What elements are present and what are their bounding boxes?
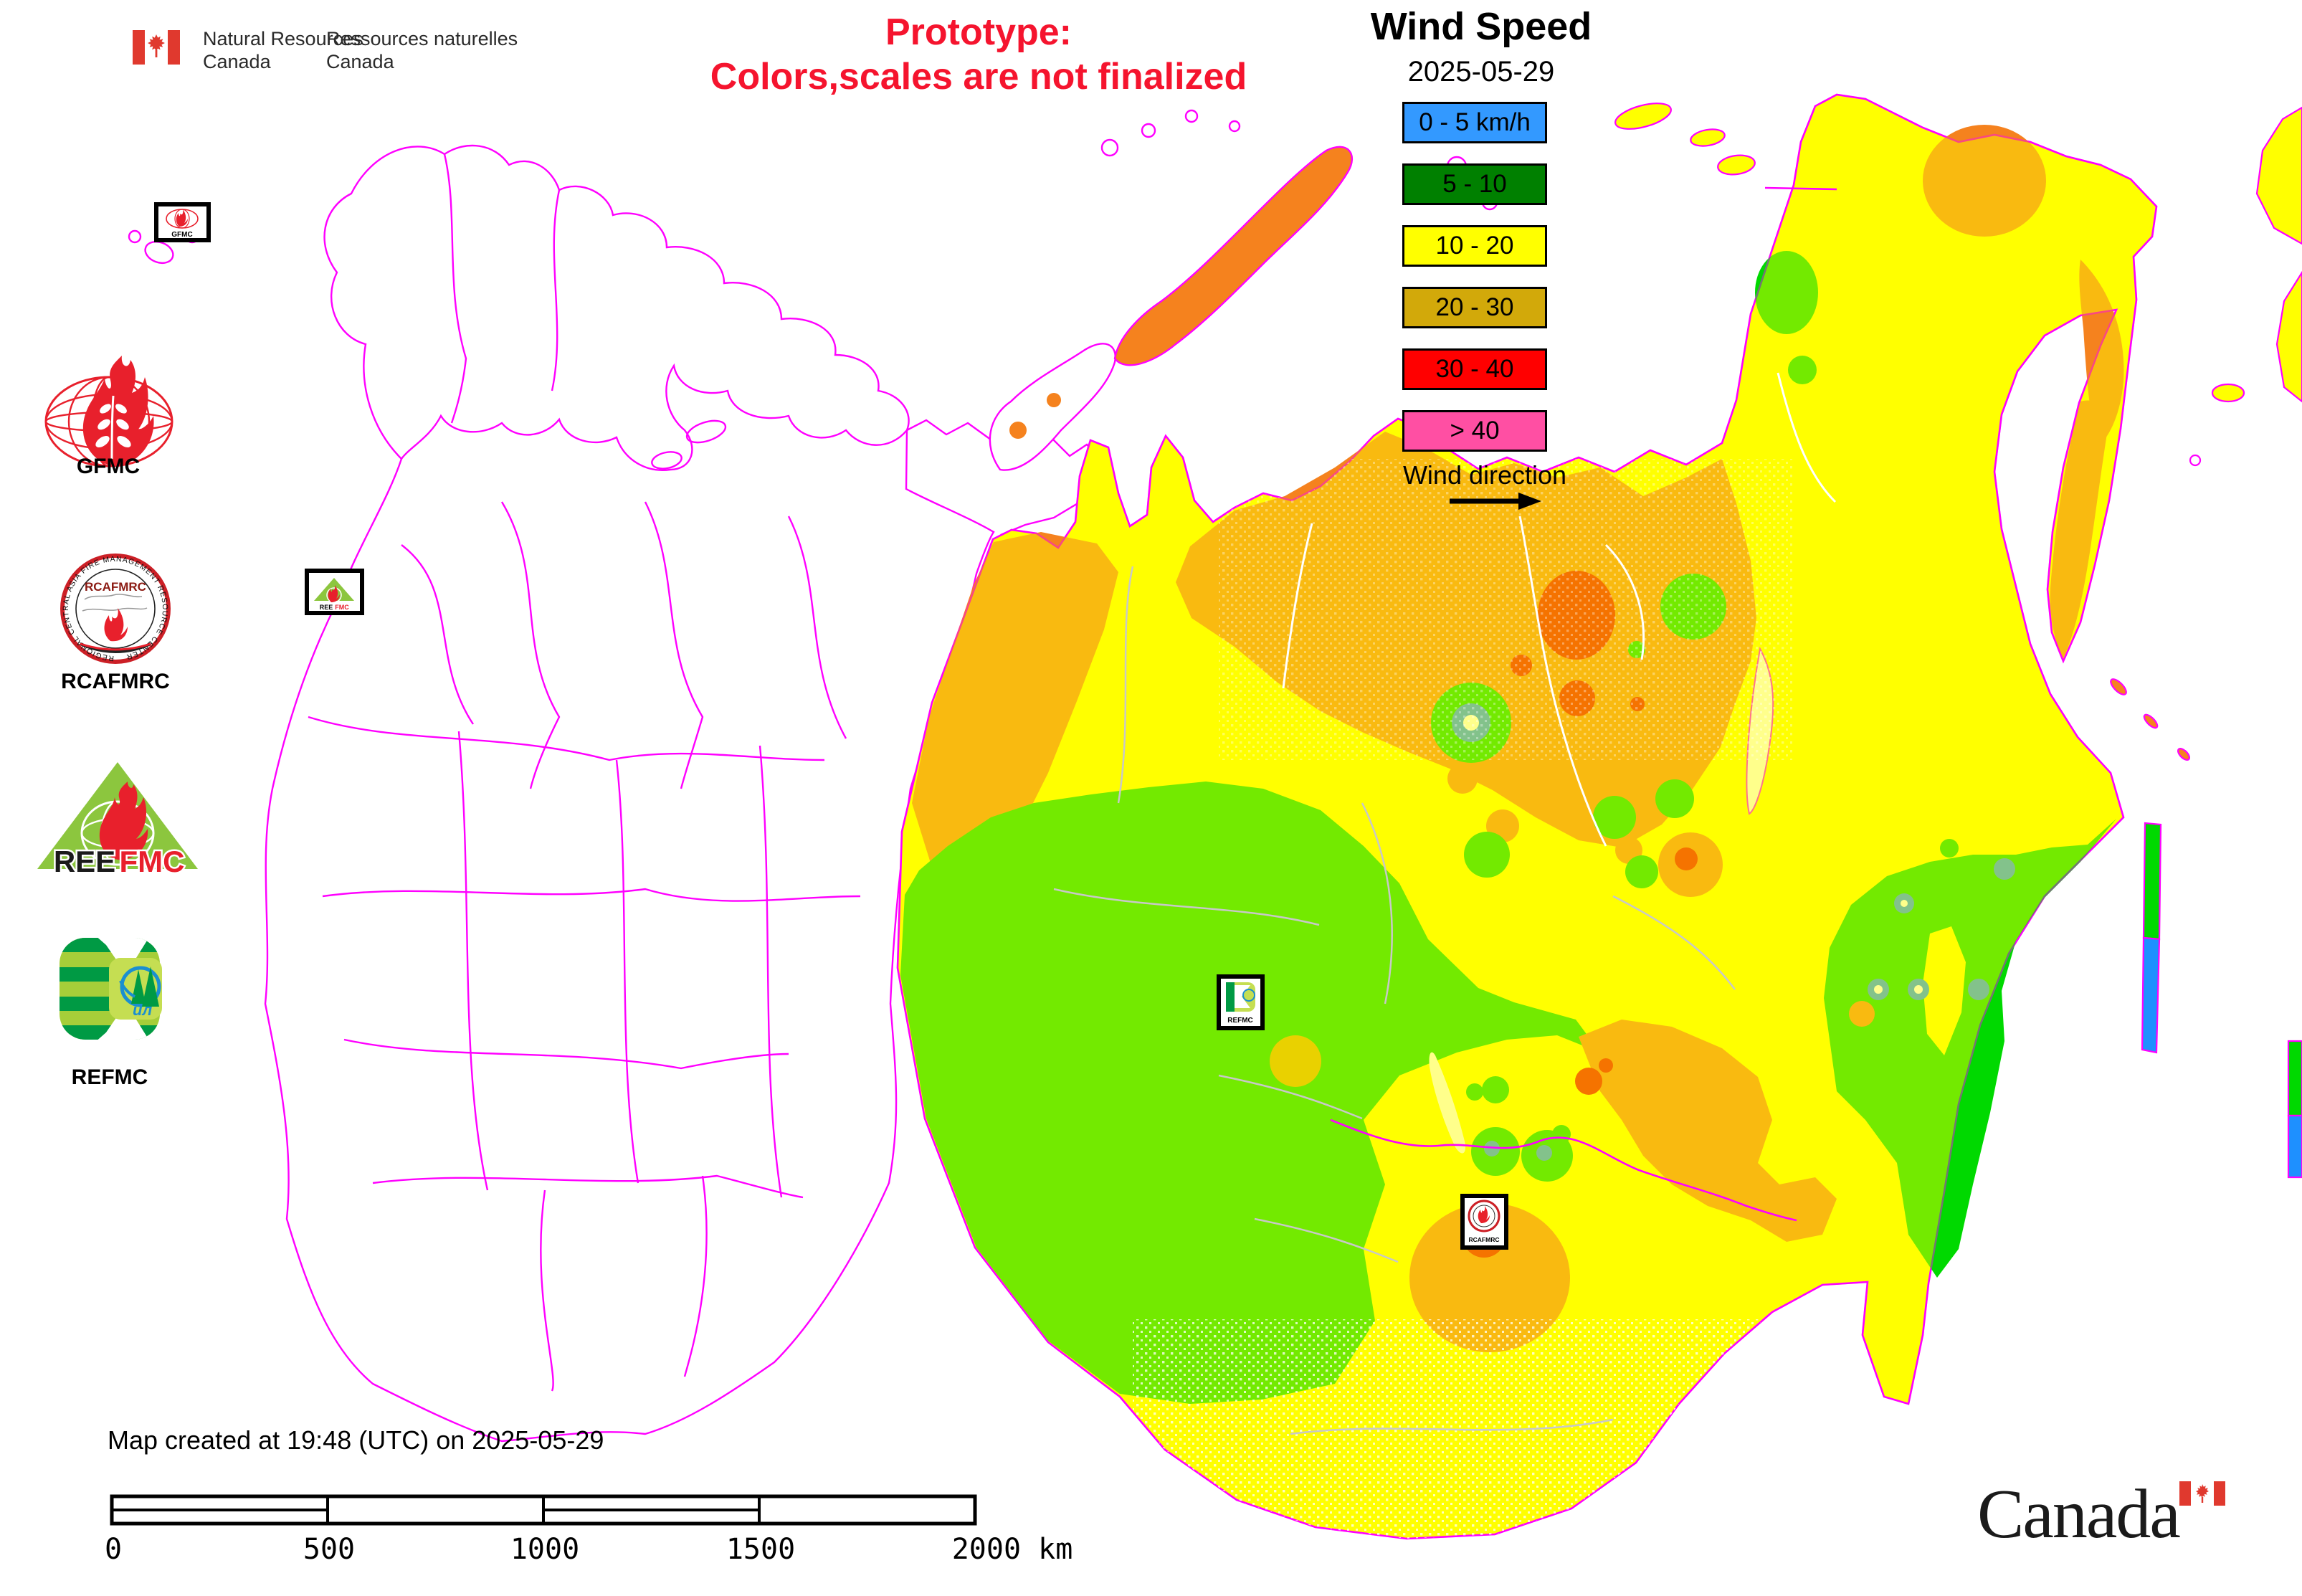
wind-direction-arrow-icon	[1450, 493, 1541, 510]
dept-name-en: Natural Resources Canada	[203, 28, 363, 72]
legend-item-10-20: 10 - 20	[1402, 225, 1547, 267]
marker-reefmc-label-black: REE	[320, 604, 333, 611]
marker-gfmc-label: GFMC	[171, 231, 192, 239]
country-borders	[1330, 186, 1837, 1222]
marker-reefmc-label-red: FMC	[335, 604, 349, 611]
rcafmrc-logo: REGIONAL CENTRAL ASIA FIRE MANAGEMENT RE…	[60, 554, 171, 664]
legend-title: Wind Speed	[1370, 5, 1592, 48]
gfmc-logo	[44, 356, 173, 467]
reefmc-text-red: FMC	[120, 845, 185, 878]
alaska-corner	[2255, 106, 2302, 245]
sakhalin-north	[2142, 822, 2162, 941]
map-marker-rcafmrc: RCAFMRC	[1460, 1194, 1508, 1250]
reefmc-text-black: REE	[54, 845, 115, 878]
marker-refmc-label: REFMC	[1227, 1017, 1253, 1025]
dept-name-fr: Ressources naturelles Canada	[326, 28, 518, 72]
prototype-notice: Prototype: Colors,scales are not finaliz…	[645, 10, 1312, 99]
refmc-inner-text: ил	[133, 1001, 152, 1019]
refmc-logo: ил	[60, 938, 162, 1040]
legend-item-20-30: 20 - 30	[1402, 287, 1547, 328]
legend-item-40plus: > 40	[1402, 410, 1547, 452]
wrangel-island	[1717, 154, 1756, 176]
rcafmrc-badge-text: RCAFMRC	[85, 580, 146, 594]
rcafmrc-label: RCAFMRC	[61, 670, 170, 693]
scale-tick-0: 0	[104, 1533, 123, 1566]
legend-item-0-5: 0 - 5 km/h	[1402, 102, 1547, 143]
legend-item-30-40: 30 - 40	[1402, 348, 1547, 390]
scale-tick-2000: 2000 km	[951, 1533, 1073, 1566]
map-created-text: Map created at 19:48 (UTC) on 2025-05-29	[108, 1425, 604, 1455]
sakhalin-south	[2141, 936, 2161, 1054]
scale-tick-1500: 1500	[726, 1533, 796, 1566]
scale-tick-1000: 1000	[510, 1533, 580, 1566]
refmc-label: REFMC	[71, 1065, 148, 1089]
admin-borders	[1053, 566, 1736, 1435]
prototype-notice-line2: Colors,scales are not finalized	[710, 56, 1247, 98]
canada-wordmark: Canada	[1977, 1476, 2181, 1553]
scale-bar	[110, 1494, 977, 1526]
wind-direction-label: Wind direction	[1402, 460, 1567, 490]
novaya-zemlya-islands	[989, 146, 1354, 471]
canada-flag-icon	[133, 30, 180, 65]
prototype-notice-line1: Prototype:	[885, 11, 1072, 53]
scale-tick-500: 500	[303, 1533, 356, 1566]
legend-date: 2025-05-29	[1407, 56, 1555, 87]
header: Natural Resources Canada Ressources natu…	[0, 0, 645, 100]
reefmc-logo: REE FMC	[37, 762, 198, 880]
map-marker-reefmc: REE FMC	[305, 569, 364, 615]
legend-item-5-10: 5 - 10	[1402, 163, 1547, 205]
map-marker-gfmc: GFMC	[154, 202, 211, 242]
gfmc-label: GFMC	[76, 455, 141, 478]
wordmark-flag-icon	[2179, 1481, 2225, 1506]
east-islands	[1614, 103, 2302, 1179]
rivers	[1282, 372, 1837, 847]
map-marker-refmc: REFMC	[1217, 974, 1265, 1030]
marker-rcafmrc-label: RCAFMRC	[1469, 1236, 1500, 1243]
